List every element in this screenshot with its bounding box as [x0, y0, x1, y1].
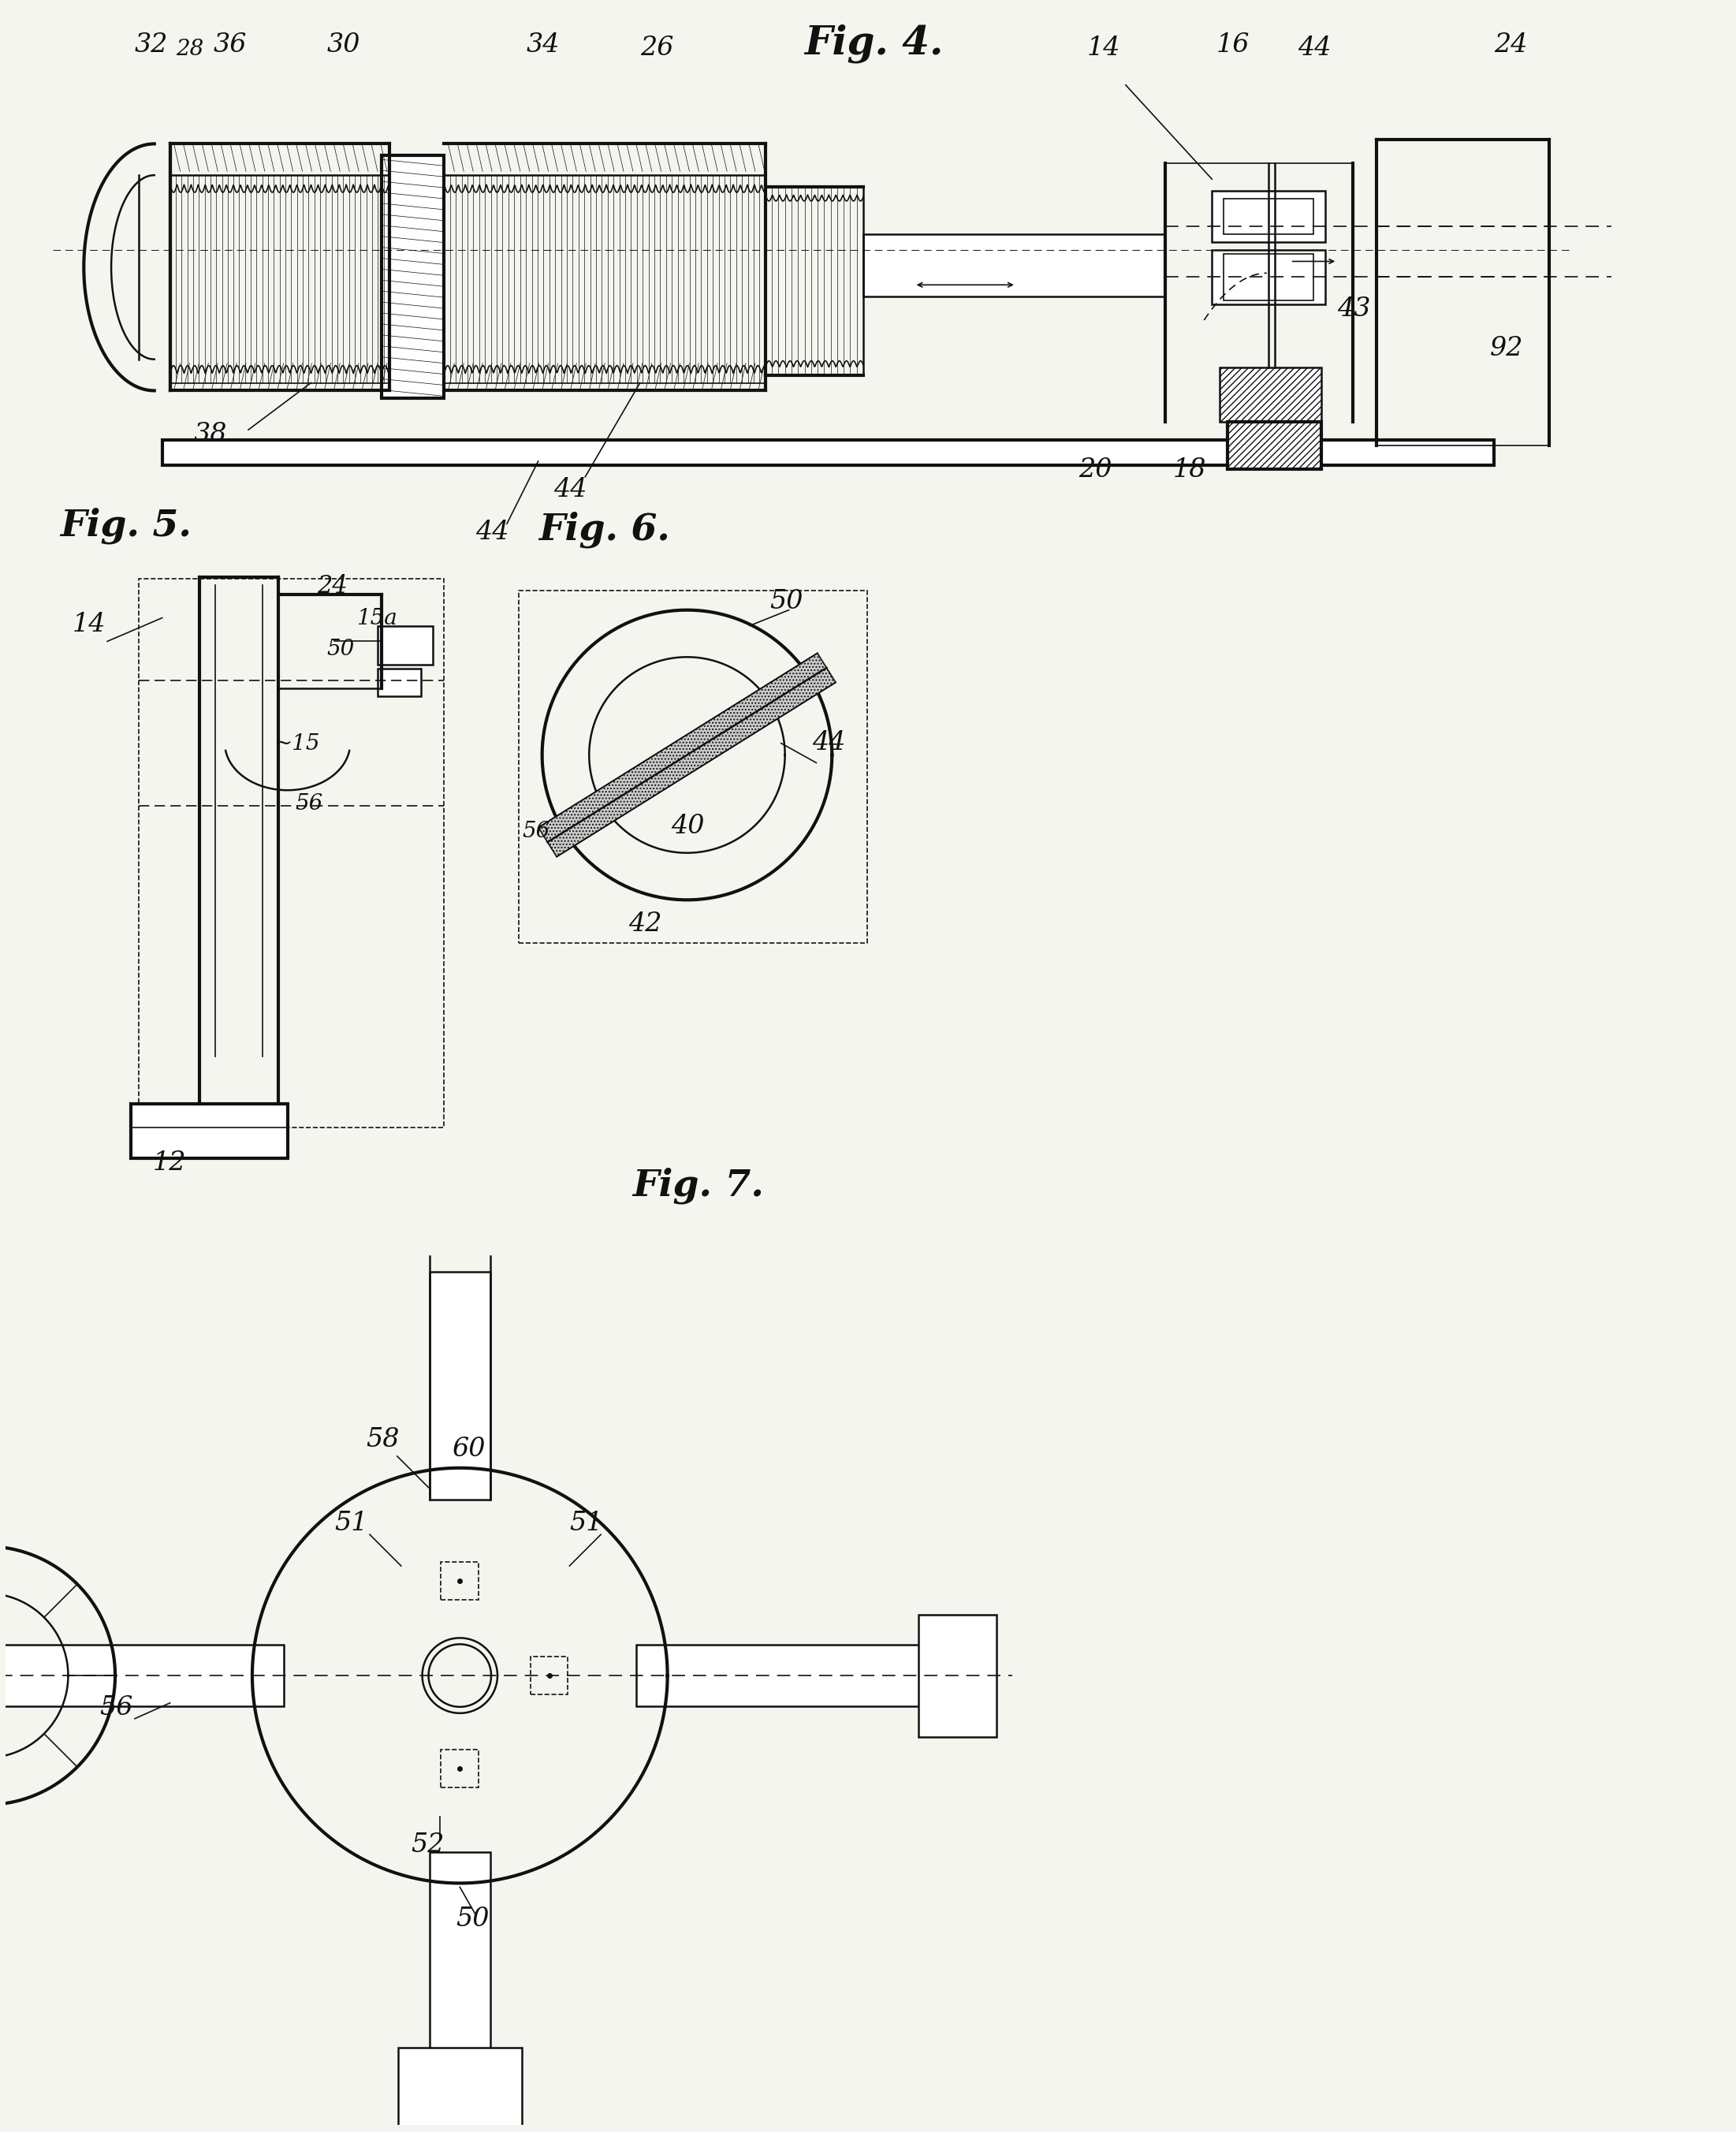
Text: 44: 44: [554, 478, 587, 501]
Bar: [378, 625, 432, 665]
Text: 56: 56: [99, 1695, 134, 1721]
Bar: [863, 235, 1165, 296]
Text: 50: 50: [326, 640, 354, 661]
Text: 44: 44: [812, 729, 845, 755]
Bar: [531, 1657, 568, 1695]
Text: 24: 24: [318, 574, 347, 599]
Text: 14: 14: [73, 612, 106, 637]
Text: 16: 16: [1215, 32, 1250, 58]
Bar: [918, 1614, 996, 1738]
Text: Fig. 5.: Fig. 5.: [61, 507, 193, 544]
Text: 42: 42: [628, 912, 661, 936]
Text: 51: 51: [569, 1512, 602, 1537]
Bar: [429, 1853, 490, 2079]
Bar: [130, 1104, 288, 1158]
Text: 14: 14: [1087, 36, 1120, 62]
Text: 50: 50: [457, 1906, 490, 1932]
Text: 30: 30: [326, 32, 359, 58]
Bar: [139, 578, 444, 1128]
Text: 92: 92: [1489, 335, 1524, 360]
Text: 56: 56: [295, 793, 323, 814]
Bar: [519, 591, 868, 942]
Text: 38: 38: [193, 422, 227, 448]
Text: 26: 26: [641, 36, 674, 62]
Bar: [161, 439, 1495, 465]
Text: 56: 56: [523, 821, 550, 842]
Polygon shape: [538, 652, 835, 857]
Text: 52: 52: [411, 1831, 444, 1857]
Bar: [429, 1273, 490, 1499]
Text: Fig. 4.: Fig. 4.: [804, 23, 944, 62]
Text: 36: 36: [214, 32, 247, 58]
Bar: [2, 1646, 283, 1706]
Bar: [1224, 198, 1314, 235]
Text: 51: 51: [335, 1512, 368, 1537]
Bar: [441, 1750, 479, 1787]
Text: 32: 32: [135, 32, 168, 58]
Text: 58: 58: [366, 1426, 399, 1452]
Text: 18: 18: [1174, 456, 1207, 482]
Bar: [398, 2047, 523, 2126]
Bar: [441, 1563, 479, 1599]
Bar: [382, 156, 444, 399]
Text: 50: 50: [769, 588, 802, 614]
Text: 60: 60: [451, 1437, 486, 1463]
Bar: [1220, 367, 1321, 422]
Bar: [378, 669, 420, 697]
Text: 44: 44: [1299, 36, 1332, 62]
Text: 44: 44: [476, 520, 509, 546]
Text: 28: 28: [177, 38, 205, 60]
Text: Fig. 6.: Fig. 6.: [538, 512, 670, 548]
Text: 34: 34: [526, 32, 561, 58]
Text: 40: 40: [672, 814, 705, 838]
Text: 24: 24: [1495, 32, 1528, 58]
Text: 43: 43: [1337, 296, 1371, 322]
Bar: [1212, 249, 1326, 305]
Text: 20: 20: [1078, 456, 1113, 482]
Text: Fig. 7.: Fig. 7.: [632, 1168, 764, 1205]
Text: 15a: 15a: [356, 608, 398, 629]
Bar: [635, 1646, 950, 1706]
Text: 12: 12: [153, 1151, 186, 1175]
Bar: [1212, 192, 1326, 241]
Text: ~15: ~15: [273, 733, 319, 755]
Bar: [1224, 254, 1314, 301]
Bar: [1227, 422, 1321, 469]
